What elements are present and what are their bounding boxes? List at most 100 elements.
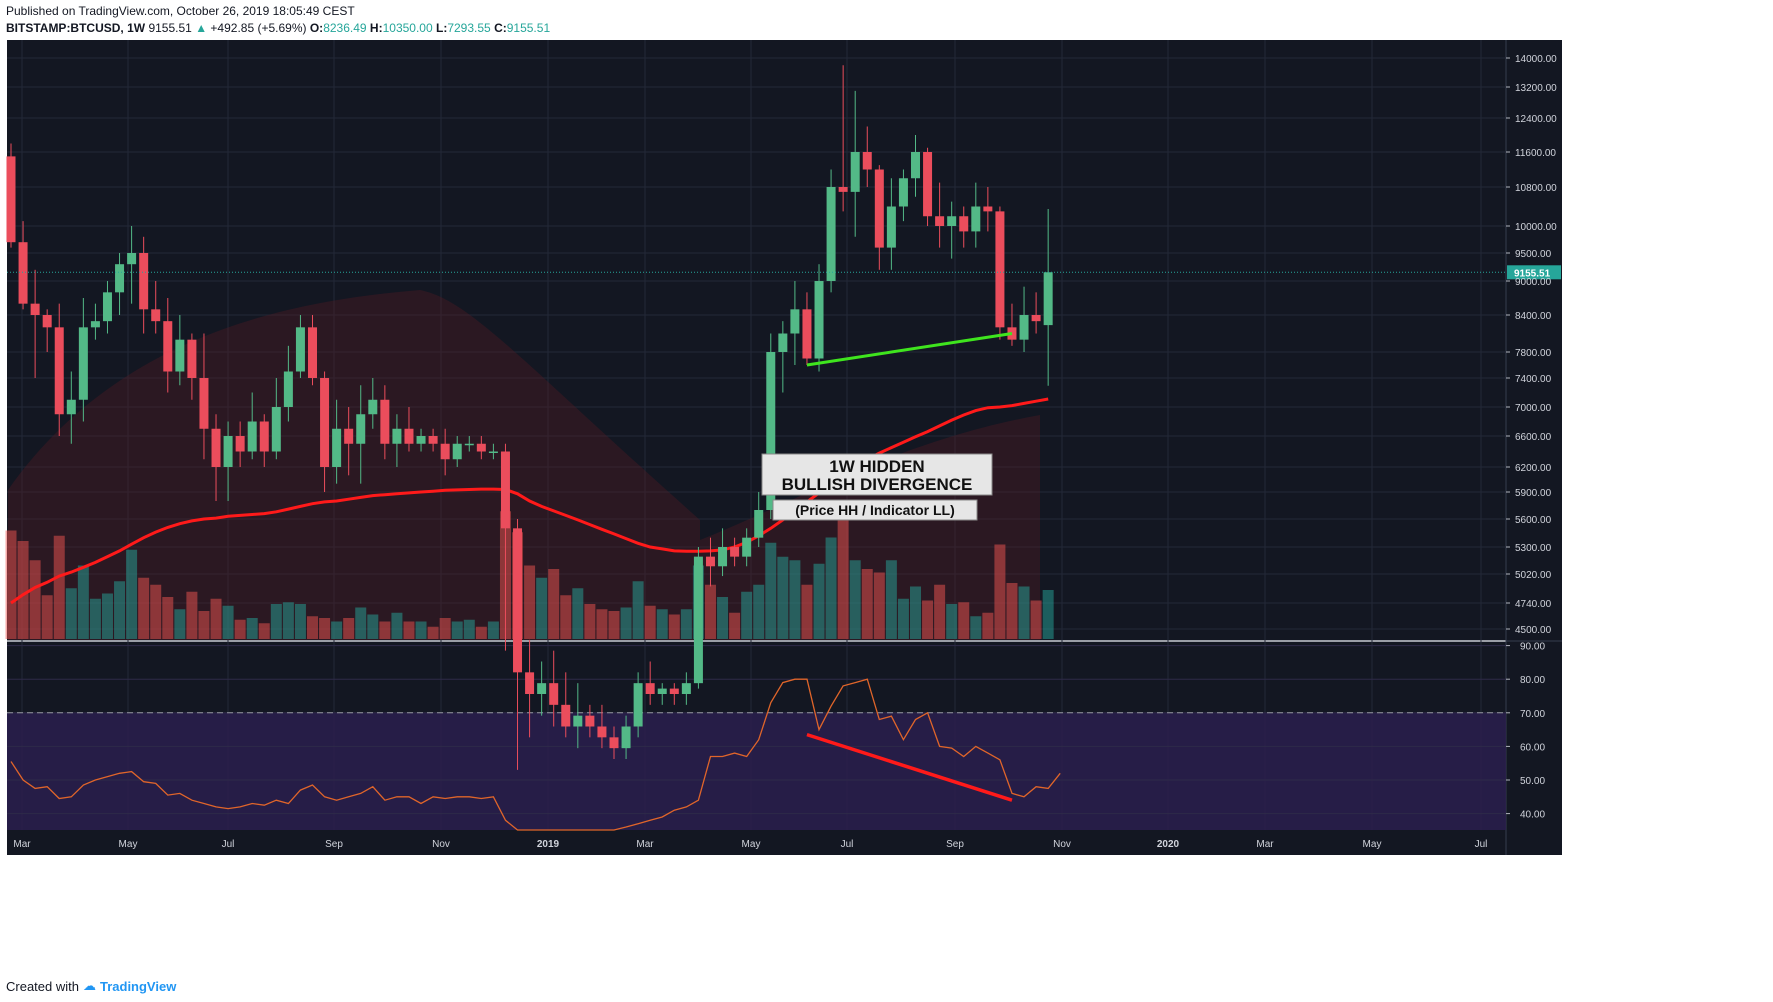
time-tick-label: Jul bbox=[1475, 839, 1488, 850]
close-label: C: bbox=[494, 21, 507, 35]
candle bbox=[66, 371, 76, 444]
price-tick-label: 7800.00 bbox=[1515, 348, 1552, 359]
rsi-tick-label: 60.00 bbox=[1520, 742, 1545, 753]
time-tick-label: 2020 bbox=[1157, 839, 1180, 850]
last-price-tag bbox=[1507, 265, 1561, 280]
volume-bar bbox=[970, 616, 982, 639]
candle-body bbox=[223, 436, 233, 467]
candle bbox=[211, 414, 221, 501]
volume-bar bbox=[282, 602, 294, 639]
candle bbox=[187, 333, 197, 400]
volume-bar bbox=[717, 597, 729, 639]
time-axis-bg bbox=[7, 830, 1506, 855]
candle bbox=[561, 672, 571, 738]
low-value: 7293.55 bbox=[447, 21, 491, 35]
candle-body bbox=[416, 436, 426, 444]
volume-bar bbox=[801, 584, 813, 639]
candle-body bbox=[645, 683, 655, 694]
candle bbox=[971, 182, 981, 248]
candle bbox=[452, 436, 462, 467]
tradingview-brand[interactable]: TradingView bbox=[99, 978, 177, 994]
candle-body bbox=[814, 281, 824, 359]
high-label: H: bbox=[369, 21, 383, 35]
candle-body bbox=[247, 421, 257, 452]
created-with: Created with bbox=[6, 978, 79, 994]
volume-bar bbox=[910, 586, 921, 639]
volume-bar bbox=[367, 614, 379, 639]
candle bbox=[754, 492, 764, 547]
candle-body bbox=[597, 726, 607, 738]
candle bbox=[693, 547, 703, 689]
candle-body bbox=[935, 216, 945, 226]
candle-body bbox=[380, 399, 390, 444]
price-tick-label: 7000.00 bbox=[1515, 403, 1552, 414]
price-tick-label: 5300.00 bbox=[1515, 543, 1552, 554]
annotation-line1: 1W HIDDEN bbox=[829, 457, 924, 476]
volume-bar bbox=[186, 591, 198, 639]
volume-bar bbox=[849, 560, 861, 639]
candle bbox=[705, 537, 715, 587]
candle-body bbox=[657, 688, 667, 694]
rsi-tick-label: 40.00 bbox=[1520, 810, 1545, 821]
candle-body bbox=[30, 303, 40, 315]
candle bbox=[537, 661, 547, 716]
volume-bar bbox=[1018, 586, 1030, 639]
candle bbox=[488, 443, 498, 460]
time-tick-label: May bbox=[742, 839, 761, 850]
candle bbox=[802, 292, 812, 365]
candle-body bbox=[283, 371, 293, 407]
candle-body bbox=[959, 216, 969, 232]
price-tick-label: 9500.00 bbox=[1515, 249, 1552, 260]
candle bbox=[549, 650, 559, 727]
volume-bar bbox=[270, 604, 282, 639]
time-tick-label: 2019 bbox=[537, 839, 560, 850]
candle bbox=[344, 407, 354, 476]
candle bbox=[790, 281, 800, 365]
candle-body bbox=[42, 315, 52, 328]
rsi-tick-label: 70.00 bbox=[1520, 709, 1545, 720]
volume-bar bbox=[355, 607, 367, 639]
volume-bar bbox=[89, 598, 101, 639]
candle-body bbox=[971, 206, 981, 232]
candle bbox=[621, 715, 631, 759]
candle bbox=[102, 281, 112, 334]
volume-bar bbox=[741, 591, 753, 639]
candle bbox=[235, 421, 245, 467]
candle bbox=[151, 281, 161, 334]
candle-body bbox=[320, 378, 330, 467]
annotation-box bbox=[761, 453, 993, 496]
candle-body bbox=[66, 399, 76, 415]
candle-body bbox=[464, 443, 474, 446]
candle bbox=[898, 169, 908, 222]
candle bbox=[271, 378, 281, 460]
annotation-sub-box bbox=[772, 499, 978, 521]
candle-body bbox=[6, 156, 16, 243]
volume-bar bbox=[584, 604, 596, 639]
candle bbox=[814, 264, 824, 372]
annotation-line2: BULLISH DIVERGENCE bbox=[782, 475, 973, 494]
candle-body bbox=[838, 187, 848, 192]
candle bbox=[115, 253, 125, 315]
candle-body bbox=[440, 443, 450, 460]
volume-bar bbox=[837, 514, 849, 639]
volume-bar bbox=[934, 584, 946, 639]
time-tick-label: Sep bbox=[946, 839, 964, 850]
candle-body bbox=[295, 327, 305, 372]
candle bbox=[838, 65, 848, 212]
volume-bar bbox=[680, 609, 692, 639]
candle-body bbox=[235, 436, 245, 452]
candle bbox=[681, 672, 691, 705]
tradingview-logo-icon: ☁ bbox=[82, 978, 96, 993]
candle-body bbox=[886, 206, 896, 248]
candle-body bbox=[368, 399, 378, 415]
candle-body bbox=[428, 436, 438, 444]
published-line: Published on TradingView.com, October 26… bbox=[6, 4, 355, 18]
candle bbox=[283, 345, 293, 422]
time-tick-label: May bbox=[119, 839, 138, 850]
volume-bar bbox=[198, 611, 210, 639]
volume-bar bbox=[5, 530, 17, 639]
open-label: O: bbox=[309, 21, 324, 35]
candle-body bbox=[537, 683, 547, 694]
rsi-tick-label: 90.00 bbox=[1520, 642, 1545, 653]
